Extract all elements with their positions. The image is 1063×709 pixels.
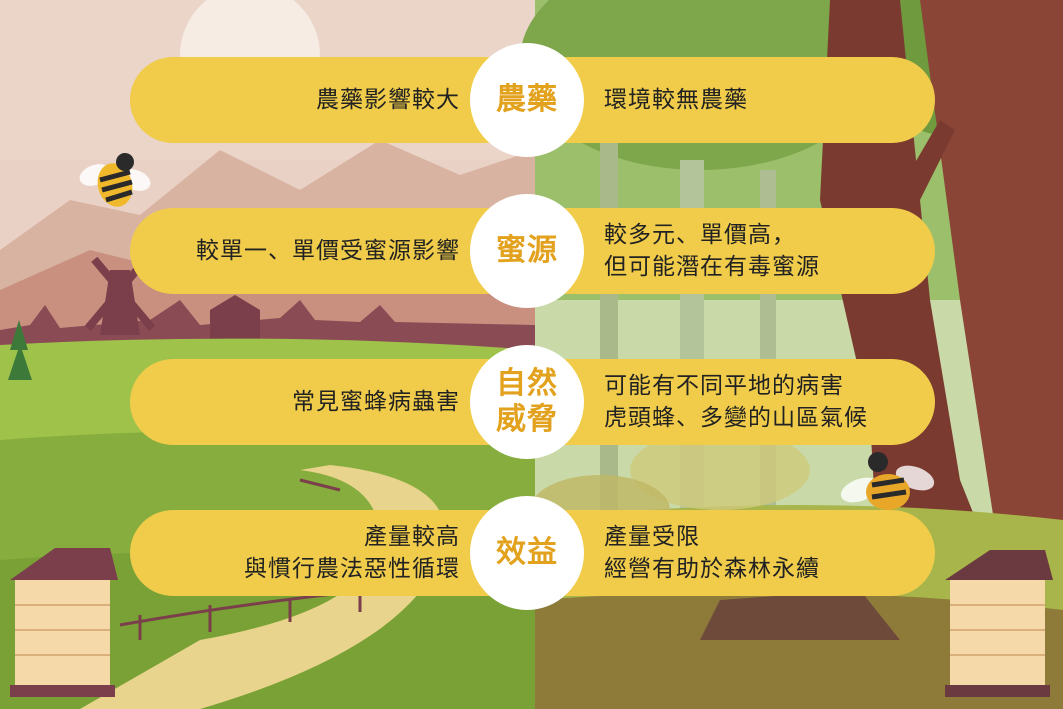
right-pill: 環境較無農藥 — [532, 57, 935, 143]
left-pill: 較單一、單價受蜜源影響 — [130, 208, 532, 294]
right-text-line: 環境較無農藥 — [604, 87, 748, 113]
bee-left-icon — [79, 153, 151, 207]
windmill-icon — [84, 256, 156, 335]
beehive-right-icon — [945, 550, 1053, 697]
category-badge: 農藥 — [470, 43, 584, 157]
left-pill: 農藥影響較大 — [130, 57, 532, 143]
beehive-left-icon — [10, 548, 118, 697]
right-text-line: 產量受限 — [604, 524, 700, 550]
right-text-line: 經營有助於森林永續 — [604, 556, 820, 582]
right-pill: 較多元、單價高， 但可能潛在有毒蜜源 — [532, 208, 935, 294]
right-text-line: 可能有不同平地的病害 — [604, 373, 844, 399]
category-badge: 自然 威脅 — [470, 345, 584, 459]
comparison-row-pesticide: 農藥影響較大 環境較無農藥 農藥 — [130, 43, 935, 157]
right-text-line: 虎頭蜂、多變的山區氣候 — [604, 405, 868, 431]
comparison-row-benefit: 產量較高 與慣行農法惡性循環 產量受限 經營有助於森林永續 效益 — [130, 496, 935, 610]
category-label: 自然 — [496, 366, 558, 401]
comparison-row-natural-threat: 常見蜜蜂病蟲害 可能有不同平地的病害 虎頭蜂、多變的山區氣候 自然 威脅 — [130, 345, 935, 459]
left-text-line: 產量較高 — [364, 524, 460, 550]
right-text-line: 但可能潛在有毒蜜源 — [604, 254, 820, 280]
category-badge: 蜜源 — [470, 194, 584, 308]
right-pill: 可能有不同平地的病害 虎頭蜂、多變的山區氣候 — [532, 359, 935, 445]
left-pill: 常見蜜蜂病蟲害 — [130, 359, 532, 445]
comparison-row-nectar: 較單一、單價受蜜源影響 較多元、單價高， 但可能潛在有毒蜜源 蜜源 — [130, 194, 935, 308]
right-pill: 產量受限 經營有助於森林永續 — [532, 510, 935, 596]
left-pill: 產量較高 與慣行農法惡性循環 — [130, 510, 532, 596]
right-text-line: 較多元、單價高， — [604, 222, 796, 248]
category-label: 威脅 — [496, 402, 558, 437]
hornet-icon — [840, 452, 935, 510]
category-label: 蜜源 — [496, 233, 558, 268]
category-label: 效益 — [496, 535, 558, 570]
left-text-line: 與慣行農法惡性循環 — [244, 556, 460, 582]
left-text-line: 常見蜜蜂病蟲害 — [292, 389, 460, 415]
left-text-line: 較單一、單價受蜜源影響 — [196, 238, 460, 264]
category-badge: 效益 — [470, 496, 584, 610]
category-label: 農藥 — [496, 82, 558, 117]
left-text-line: 農藥影響較大 — [316, 87, 460, 113]
